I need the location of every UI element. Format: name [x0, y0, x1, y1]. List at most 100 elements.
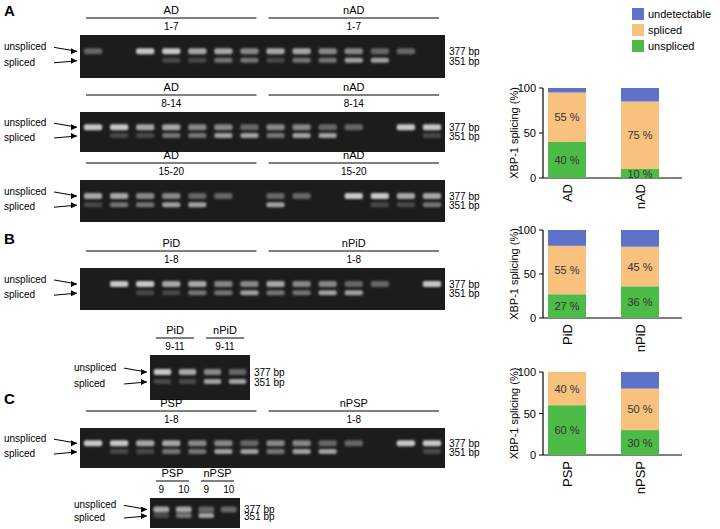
band — [266, 440, 284, 446]
gel-image — [80, 112, 445, 152]
band — [292, 48, 310, 54]
arrow-head — [71, 281, 77, 287]
group-label: PiD — [162, 237, 180, 249]
bar-segment — [621, 230, 659, 247]
lane-range: 15-20 — [158, 166, 184, 177]
panel-letter: C — [4, 390, 15, 407]
band — [423, 281, 441, 287]
arrow-head — [71, 124, 77, 130]
group-line — [86, 411, 257, 412]
arrow-head — [71, 202, 77, 208]
legend-swatch — [632, 8, 644, 20]
gel: PSP910nPSP910unsplicedspliced377 bp351 b… — [74, 467, 275, 528]
lane-range: 15-20 — [341, 166, 367, 177]
lane-range: 1-7 — [164, 21, 179, 32]
band — [319, 290, 337, 295]
band — [423, 124, 441, 130]
band — [198, 506, 214, 512]
band — [266, 193, 284, 199]
arrow-head — [71, 449, 77, 455]
band-label: spliced — [74, 512, 105, 523]
band — [162, 58, 180, 63]
group-line — [269, 163, 440, 164]
y-tick-label: 100 — [518, 366, 536, 378]
band — [240, 440, 258, 446]
band — [229, 369, 247, 375]
band — [214, 290, 232, 295]
y-axis-label: XBP-1 splicing (%) — [508, 368, 520, 460]
band — [319, 281, 337, 287]
band-label: spliced — [4, 201, 35, 212]
data-labels: 27 %36 %55 %45 % — [554, 261, 652, 313]
band-label: unspliced — [4, 117, 46, 128]
band-label: unspliced — [74, 362, 116, 373]
group-line — [156, 481, 189, 482]
band — [84, 193, 102, 199]
band — [292, 449, 310, 454]
band — [214, 124, 232, 130]
band — [136, 440, 154, 446]
band — [266, 133, 284, 138]
band-label: unspliced — [4, 41, 46, 52]
gel: PiD9-11nPiD9-11unsplicedspliced377 bp351… — [74, 324, 285, 400]
lane-range: 1-8 — [164, 254, 179, 265]
group-label: nPSP — [340, 397, 368, 409]
band — [188, 290, 206, 295]
band — [136, 133, 154, 138]
panel-letter: B — [4, 230, 15, 247]
size-label: 351 bp — [244, 511, 275, 522]
lane-label: 9 — [158, 484, 164, 495]
band — [345, 58, 363, 63]
y-tick-label: 0 — [530, 312, 536, 324]
band — [179, 369, 197, 375]
band-label: spliced — [4, 132, 35, 143]
band — [214, 48, 232, 54]
band — [319, 440, 337, 446]
arrow-head — [141, 513, 147, 519]
bar-segment — [621, 247, 659, 287]
band — [292, 193, 310, 199]
panel-letter: A — [4, 2, 15, 19]
data-label: 10 % — [627, 168, 652, 180]
band — [162, 440, 180, 446]
group-label: PSP — [161, 467, 183, 479]
band — [214, 133, 232, 138]
band — [266, 48, 284, 54]
bar-segment — [621, 372, 659, 389]
group-label: nAD — [343, 149, 364, 161]
y-tick-label: 0 — [530, 449, 536, 461]
band — [188, 193, 206, 199]
y-tick — [539, 133, 543, 134]
data-label: 75 % — [627, 129, 652, 141]
group-label: AD — [164, 149, 179, 161]
band — [110, 449, 128, 454]
y-tick — [539, 413, 543, 414]
band — [162, 281, 180, 287]
band — [397, 48, 415, 54]
data-label: 55 % — [554, 264, 579, 276]
lane-range: 1-8 — [164, 414, 179, 425]
band-label: unspliced — [4, 274, 46, 285]
gel-image — [80, 428, 445, 468]
band — [292, 58, 310, 63]
gel-image — [80, 180, 445, 222]
band — [84, 48, 102, 54]
band — [188, 133, 206, 138]
data-label: 50 % — [627, 403, 652, 415]
band — [136, 281, 154, 287]
arrow-head — [71, 58, 77, 64]
band — [84, 124, 102, 130]
band — [345, 48, 363, 54]
category-label: nPiD — [633, 324, 648, 352]
band — [188, 202, 206, 207]
band — [319, 58, 337, 63]
group-line — [86, 18, 257, 19]
chart: 050100XBP-1 splicing (%)PiDnPiD27 %36 %5… — [508, 224, 682, 352]
band — [319, 449, 337, 454]
figure: AAD1-7nAD1-7unsplicedspliced377 bp351 bp… — [0, 0, 720, 529]
legend-swatch — [632, 40, 644, 52]
group-line — [86, 163, 257, 164]
band — [240, 281, 258, 287]
band — [214, 440, 232, 446]
band — [136, 48, 154, 54]
